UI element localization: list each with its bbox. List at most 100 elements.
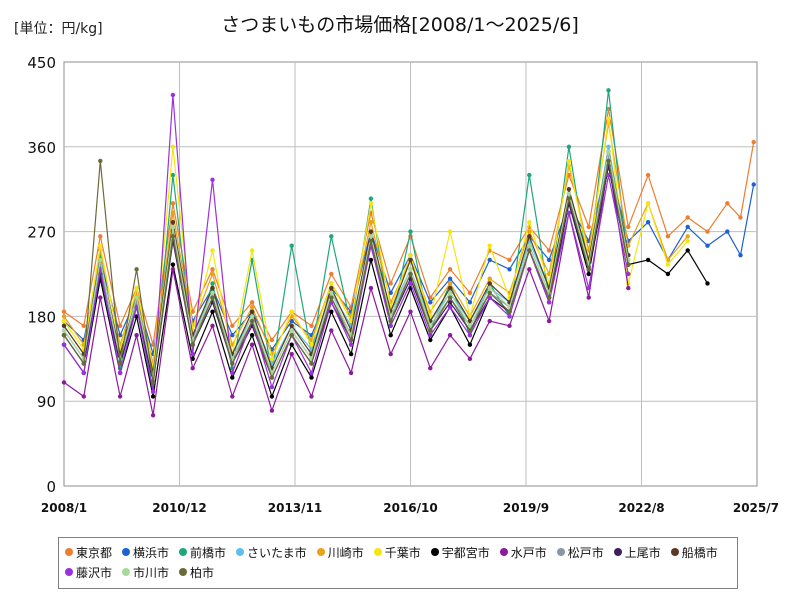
data-point — [447, 285, 453, 291]
data-point — [447, 295, 453, 300]
legend-item: 宇都宮市 — [430, 542, 490, 562]
data-point — [210, 309, 215, 314]
data-point — [61, 314, 67, 319]
data-point — [645, 201, 651, 206]
legend-marker-icon — [613, 548, 622, 556]
data-point — [408, 271, 413, 277]
data-point — [98, 234, 103, 239]
data-point — [428, 333, 433, 338]
series-line — [63, 160, 629, 416]
legend-marker-icon — [65, 568, 73, 576]
x-tick-label: 2025/7 — [733, 501, 779, 515]
data-point — [408, 309, 413, 314]
data-point — [467, 356, 473, 361]
data-point — [249, 309, 255, 314]
data-point — [249, 304, 255, 310]
data-point — [566, 191, 572, 197]
data-point — [428, 337, 433, 343]
data-point — [408, 253, 413, 258]
data-point — [309, 342, 314, 347]
data-point — [606, 106, 611, 112]
x-tick-label: 2019/9 — [503, 501, 549, 515]
data-point — [269, 337, 275, 343]
chart-title: さつまいもの市場価格[2008/1～2025/6] — [221, 14, 579, 36]
legend-marker-icon — [65, 548, 73, 556]
data-point — [210, 285, 215, 291]
data-point — [428, 366, 433, 371]
x-tick-label: 2022/8 — [618, 501, 664, 515]
data-point — [249, 318, 255, 324]
data-point — [507, 267, 512, 272]
data-point — [230, 333, 235, 338]
data-point — [527, 267, 532, 272]
data-point — [725, 229, 730, 234]
data-point — [467, 314, 473, 319]
data-point — [61, 380, 67, 385]
data-point — [348, 337, 354, 343]
data-point — [210, 248, 215, 253]
data-point — [447, 267, 453, 272]
data-point — [134, 267, 139, 272]
data-point — [98, 257, 103, 263]
data-point — [368, 196, 374, 201]
data-point — [289, 351, 294, 357]
legend-label: さいたま市 — [247, 545, 307, 560]
data-point — [388, 351, 393, 357]
data-point — [388, 290, 393, 295]
data-point — [289, 323, 294, 328]
data-point — [269, 356, 275, 361]
data-point — [467, 328, 473, 333]
data-point — [170, 201, 176, 206]
legend-marker-icon — [122, 548, 131, 556]
data-point — [606, 149, 611, 154]
data-point — [210, 271, 215, 277]
data-point — [467, 300, 473, 305]
data-point — [705, 243, 710, 248]
data-point — [210, 295, 215, 300]
y-tick-label: 90 — [37, 393, 56, 411]
data-point — [586, 295, 591, 300]
data-point — [368, 201, 374, 206]
data-point — [626, 262, 631, 267]
data-point — [566, 187, 572, 192]
data-point — [289, 243, 294, 248]
data-point — [230, 375, 235, 380]
data-point — [388, 318, 393, 324]
data-point — [487, 295, 492, 300]
legend-item: 船橋市 — [670, 542, 718, 562]
data-point — [170, 234, 176, 239]
data-point — [170, 224, 176, 230]
legend-label: 横浜市 — [133, 545, 170, 560]
data-point — [626, 271, 631, 277]
data-point — [170, 267, 176, 272]
data-point — [368, 285, 374, 291]
data-point — [685, 234, 690, 239]
data-point — [329, 328, 334, 333]
legend-label: 川崎市 — [327, 545, 364, 560]
data-point — [249, 300, 255, 305]
data-point — [81, 394, 87, 399]
data-point — [329, 295, 334, 300]
series-8 — [61, 158, 631, 418]
data-point — [447, 229, 453, 234]
data-point — [81, 323, 87, 328]
y-tick-label: 450 — [27, 54, 56, 72]
data-point — [329, 309, 334, 314]
data-point — [626, 224, 631, 230]
data-point — [527, 229, 532, 234]
data-point — [329, 271, 334, 277]
data-point — [527, 172, 532, 178]
data-point — [190, 366, 195, 371]
data-point — [606, 116, 611, 121]
data-point — [527, 220, 532, 225]
x-tick-label: 2010/12 — [152, 501, 206, 515]
data-point — [269, 384, 275, 390]
data-point — [210, 290, 215, 295]
data-point — [98, 295, 103, 300]
legend-marker-icon — [179, 568, 188, 576]
data-point — [348, 342, 354, 347]
data-point — [487, 276, 492, 281]
data-point — [546, 295, 552, 300]
